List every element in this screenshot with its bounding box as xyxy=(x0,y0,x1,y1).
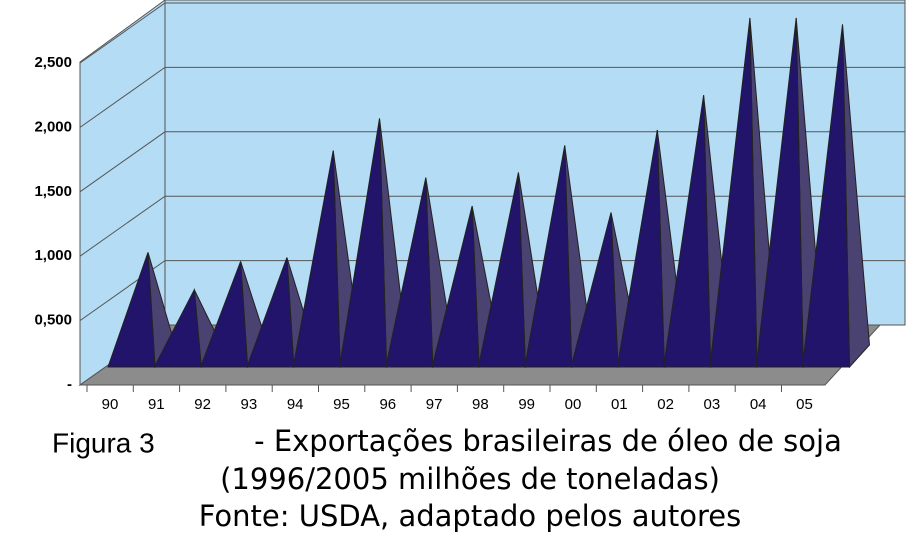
pyramid-front xyxy=(246,257,295,368)
y-tick-label: 1,500 xyxy=(34,183,72,200)
y-tick-label: 1,000 xyxy=(34,247,72,264)
y-tick-label: 0,500 xyxy=(34,312,72,329)
pyramid-front xyxy=(153,287,202,368)
x-tick-label: 01 xyxy=(611,396,628,413)
x-tick-label: 91 xyxy=(148,396,165,413)
pyramid xyxy=(107,252,176,369)
y-tick-label: 2,500 xyxy=(34,54,72,71)
grid-line xyxy=(79,2,905,64)
x-tick-label: 02 xyxy=(657,396,674,413)
caption-line: Fonte: USDA, adaptado pelos autores xyxy=(199,499,741,533)
grid-line xyxy=(79,131,905,193)
pyramid-front xyxy=(431,205,480,368)
caption-line: - Exportações brasileiras de óleo de soj… xyxy=(254,424,842,458)
pyramid xyxy=(801,24,871,369)
pyramids xyxy=(107,17,871,369)
x-tick-label: 05 xyxy=(796,396,813,413)
caption-line: (1996/2005 milhões de toneladas) xyxy=(220,462,720,496)
pyramid-front xyxy=(338,118,388,368)
pyramid-front xyxy=(755,17,804,368)
pyramid-front xyxy=(199,261,249,368)
y-tick-label: 2,000 xyxy=(34,118,72,135)
pyramid-front xyxy=(570,212,619,368)
pyramid-front xyxy=(663,95,712,368)
x-tick-label: 03 xyxy=(704,396,721,413)
pyramid xyxy=(246,257,315,369)
x-tick-label: 04 xyxy=(750,396,767,413)
x-tick-label: 00 xyxy=(565,396,582,413)
grid-line xyxy=(79,66,905,128)
pyramid-front xyxy=(801,24,851,368)
x-tick-label: 94 xyxy=(287,396,304,413)
pyramid-front xyxy=(709,17,758,368)
x-tick-label: 99 xyxy=(518,396,535,413)
pyramid-front xyxy=(385,177,434,368)
x-tick-label: 92 xyxy=(194,396,211,413)
pyramid-front xyxy=(477,172,526,368)
x-tick-label: 97 xyxy=(426,396,443,413)
pyramid xyxy=(153,287,222,369)
pyramid-front xyxy=(524,145,573,368)
pyramid-front xyxy=(107,252,156,368)
x-tick-label: 93 xyxy=(241,396,258,413)
pyramid-front xyxy=(292,150,341,368)
pyramid-front xyxy=(616,129,665,368)
x-tick-label: 98 xyxy=(472,396,489,413)
x-tick-label: 95 xyxy=(333,396,350,413)
caption-figure: Figura 3 xyxy=(52,427,155,458)
y-tick-label: - xyxy=(67,376,72,393)
x-tick-label: 96 xyxy=(379,396,396,413)
x-tick-label: 90 xyxy=(102,396,119,413)
